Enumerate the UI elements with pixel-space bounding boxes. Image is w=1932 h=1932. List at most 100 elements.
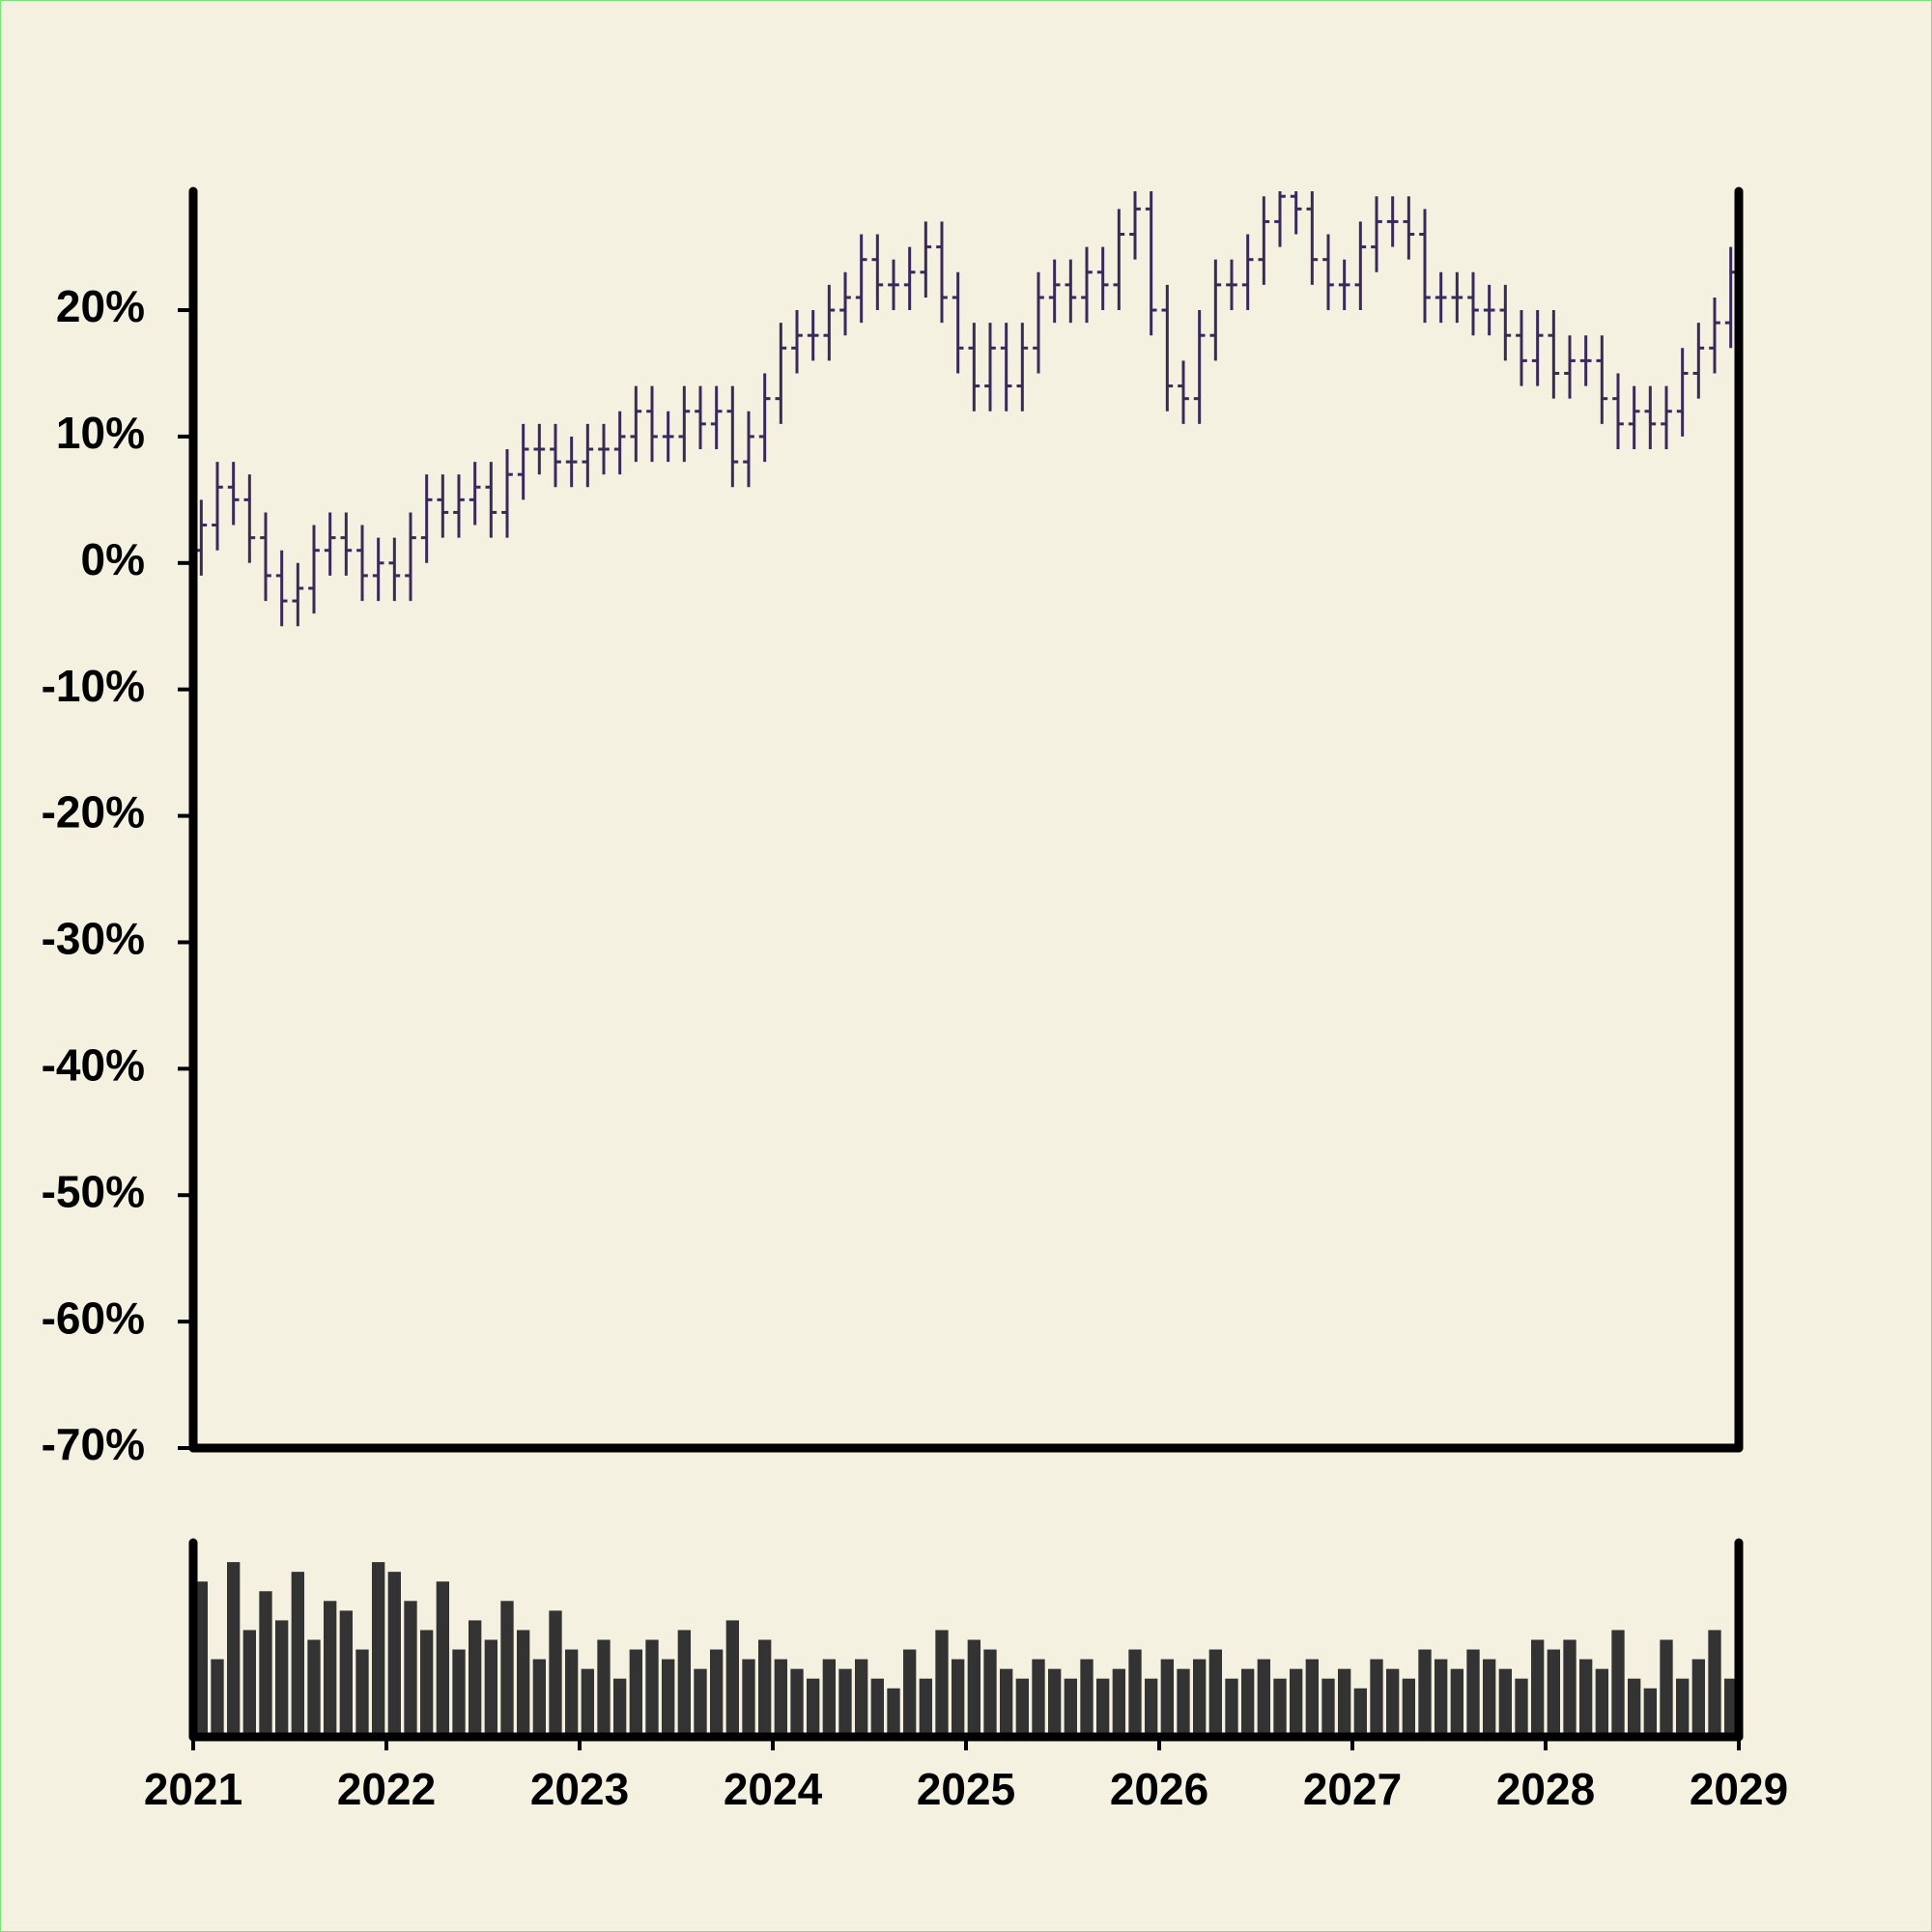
x-tick-label: 2022 (337, 1764, 436, 1814)
volume-bar (1064, 1678, 1077, 1737)
y-tick-label: -70% (42, 1419, 145, 1469)
volume-bar (1660, 1639, 1673, 1737)
volume-bar (1321, 1678, 1335, 1737)
volume-bar (227, 1562, 241, 1737)
y-tick-label: -20% (42, 787, 145, 838)
volume-bar (1015, 1678, 1029, 1737)
volume-bar (1048, 1668, 1062, 1737)
volume-bar (694, 1668, 707, 1737)
volume-bar (1418, 1649, 1432, 1737)
volume-bar (532, 1659, 546, 1737)
volume-bar (469, 1620, 482, 1737)
volume-bar (1691, 1659, 1705, 1737)
volume-bar (662, 1659, 675, 1737)
x-tick-label: 2027 (1303, 1764, 1402, 1814)
volume-bar (967, 1639, 980, 1737)
y-tick-label: 10% (56, 408, 145, 458)
volume-bar (597, 1639, 611, 1737)
volume-bar (1515, 1678, 1528, 1737)
volume-bar (1386, 1668, 1400, 1737)
volume-bar (291, 1572, 304, 1737)
x-tick-label: 2023 (530, 1764, 629, 1814)
volume-bar (1160, 1659, 1174, 1737)
volume-bar (194, 1581, 208, 1737)
volume-bar (1273, 1678, 1287, 1737)
volume-bar (855, 1659, 868, 1737)
volume-bar (565, 1649, 579, 1737)
volume-bar (1290, 1668, 1303, 1737)
volume-bar (1208, 1649, 1222, 1737)
volume-bar (1579, 1659, 1593, 1737)
volume-bar (339, 1610, 353, 1737)
x-tick-label: 2021 (144, 1764, 242, 1814)
y-tick-label: 0% (81, 534, 145, 584)
volume-bar (645, 1639, 659, 1737)
volume-bar (404, 1601, 417, 1737)
volume-bar (1370, 1659, 1383, 1737)
volume-bar (387, 1572, 401, 1737)
volume-bar (355, 1649, 369, 1737)
volume-bar (1676, 1678, 1690, 1737)
volume-bar (870, 1678, 884, 1737)
volume-bar (1241, 1668, 1255, 1737)
volume-bar (1435, 1659, 1448, 1737)
volume-bar (324, 1601, 337, 1737)
volume-bar (1628, 1678, 1641, 1737)
volume-bar (887, 1688, 900, 1737)
volume-bar (1353, 1688, 1367, 1737)
volume-bar (1338, 1668, 1351, 1737)
volume-bar (952, 1659, 965, 1737)
volume-bar (307, 1639, 321, 1737)
volume-bar (1466, 1649, 1480, 1737)
volume-bar (758, 1639, 772, 1737)
volume-bar (1145, 1678, 1158, 1737)
x-tick-label: 2025 (917, 1764, 1015, 1814)
volume-bar (935, 1630, 949, 1737)
x-tick-label: 2026 (1110, 1764, 1208, 1814)
volume-bar (1032, 1659, 1045, 1737)
volume-plot (194, 1562, 1738, 1737)
volume-bar (1193, 1659, 1207, 1737)
volume-bar (919, 1678, 932, 1737)
volume-bar (1643, 1688, 1657, 1737)
volume-bar (1305, 1659, 1319, 1737)
volume-bar (822, 1659, 836, 1737)
volume-bar (549, 1610, 562, 1737)
volume-bar (1611, 1630, 1625, 1737)
volume-bar (1257, 1659, 1270, 1737)
volume-bar (372, 1562, 385, 1737)
volume-bar (1096, 1678, 1110, 1737)
volume-bar (1708, 1630, 1721, 1737)
volume-bar (452, 1649, 466, 1737)
y-tick-label: -60% (42, 1293, 145, 1343)
volume-bar (275, 1620, 289, 1737)
y-tick-label: -40% (42, 1040, 145, 1091)
volume-bar (807, 1678, 820, 1737)
volume-bar (1724, 1678, 1738, 1737)
volume-bar (790, 1668, 804, 1737)
volume-bar (1112, 1668, 1125, 1737)
volume-bar (1000, 1668, 1013, 1737)
volume-bar (242, 1630, 256, 1737)
volume-bar (484, 1639, 497, 1737)
price-plot (195, 191, 1737, 627)
volume-bar (710, 1649, 724, 1737)
volume-bar (1128, 1649, 1142, 1737)
volume-bar (1563, 1639, 1577, 1737)
volume-bar (613, 1678, 627, 1737)
volume-bar (1080, 1659, 1094, 1737)
volume-bar (677, 1630, 691, 1737)
volume-bar (581, 1668, 594, 1737)
volume-bar (1498, 1668, 1512, 1737)
x-tick-label: 2024 (724, 1764, 823, 1814)
x-tick-label: 2028 (1496, 1764, 1595, 1814)
volume-bar (983, 1649, 997, 1737)
y-tick-label: -30% (42, 914, 145, 964)
volume-bar (1547, 1649, 1560, 1737)
x-tick-label: 2029 (1690, 1764, 1788, 1814)
volume-bar (211, 1659, 224, 1737)
volume-bar (500, 1601, 514, 1737)
volume-bar (903, 1649, 917, 1737)
